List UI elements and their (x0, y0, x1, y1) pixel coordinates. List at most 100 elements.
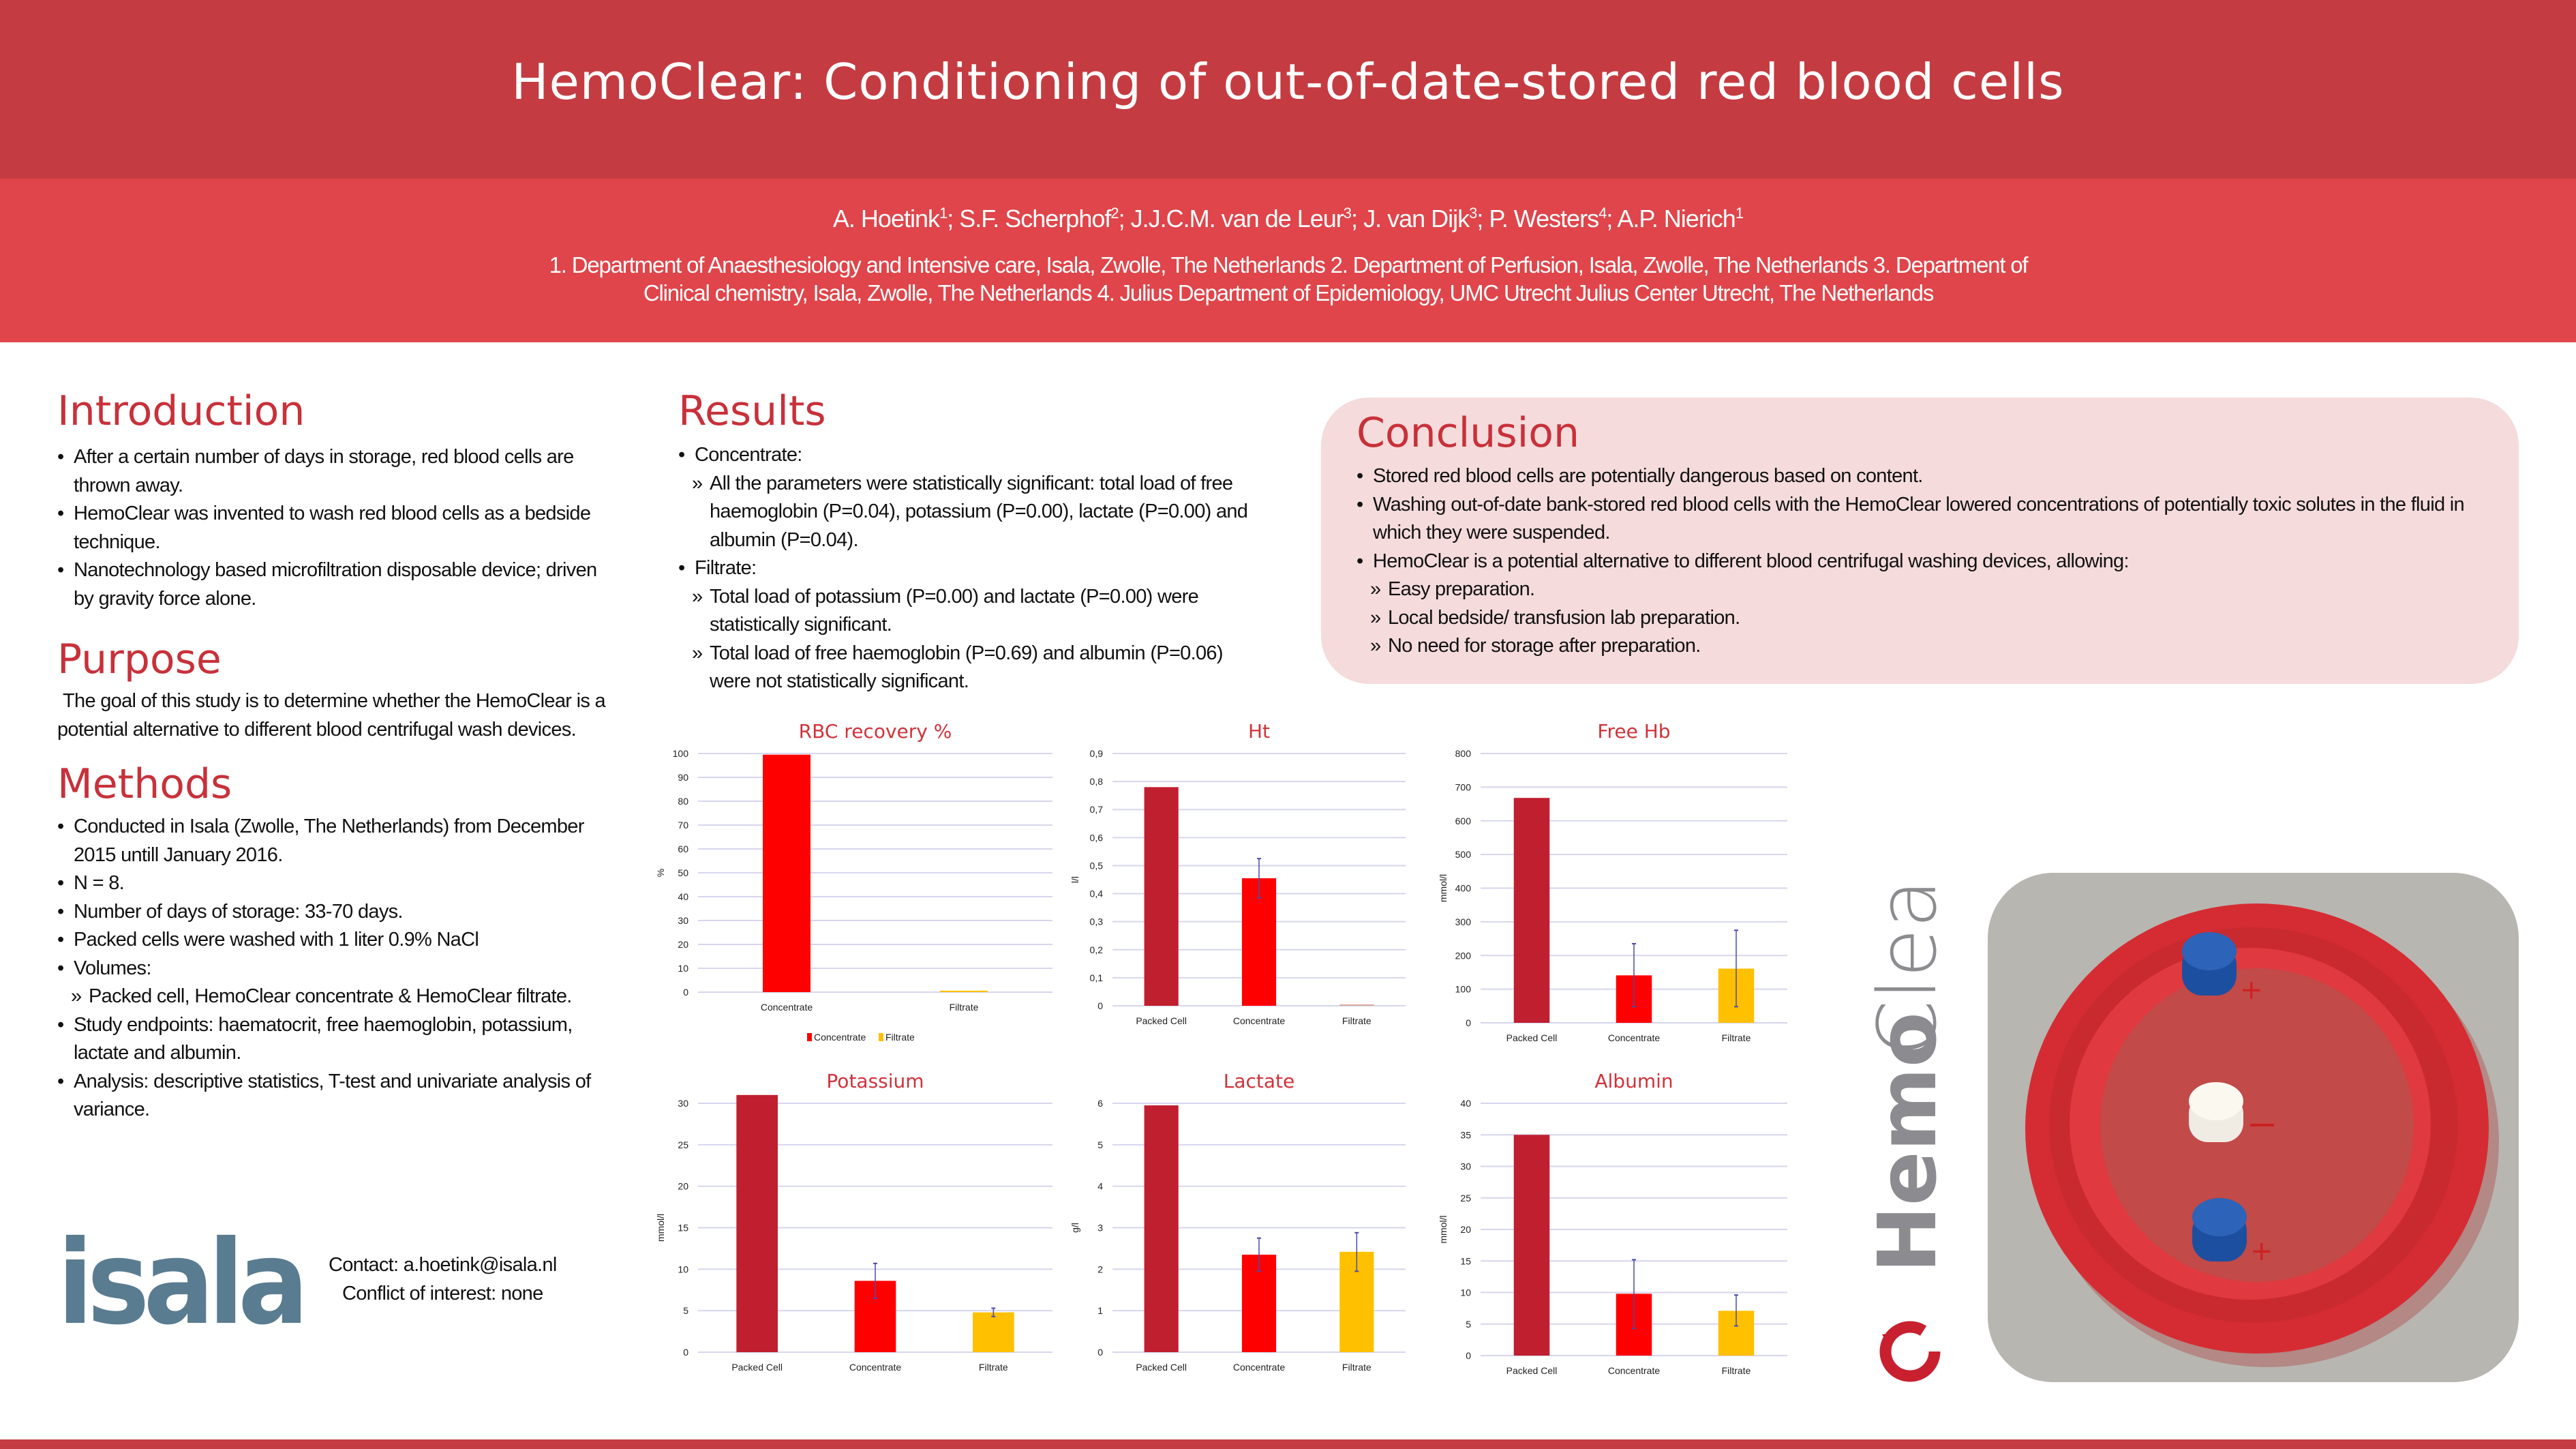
author-band (0, 179, 2576, 342)
bullet-item: Stored red blood cells are potentially d… (1357, 462, 2488, 491)
bar (763, 754, 810, 992)
author: P. Westers (1489, 205, 1599, 233)
svg-text:+: + (2240, 974, 2263, 1006)
affiliations: 1. Department of Anaesthesiology and Int… (549, 252, 2029, 305)
x-tick-label: Filtrate (979, 1362, 1008, 1373)
y-tick-label: 0 (1466, 1350, 1471, 1361)
y-tick-label: 0 (1097, 1347, 1103, 1358)
chart-title: Albumin (1594, 1070, 1673, 1092)
methods-list: Conducted in Isala (Zwolle, The Netherla… (57, 813, 616, 1124)
poster-title: HemoClear: Conditioning of out-of-date-s… (511, 53, 2065, 110)
chart-svg: RBC recovery %% 0 10 20 30 40 50 60 70 80 90 100 Con… (655, 720, 1052, 1043)
y-tick-label: 35 (1460, 1129, 1471, 1140)
y-tick-label: 10 (678, 1264, 688, 1274)
y-tick-label: 0,6 (1090, 832, 1104, 843)
sub-bullet-item: Easy preparation. (1357, 576, 2488, 604)
bar (973, 1312, 1014, 1352)
y-tick-label: 70 (678, 820, 688, 831)
bar (1144, 787, 1179, 1006)
bullet-item: HemoClear is a potential alternative to … (1357, 548, 2488, 576)
y-tick-label: 20 (678, 1181, 688, 1192)
white-cap-center (2189, 1082, 2243, 1142)
y-tick-label: 1 (1097, 1305, 1103, 1316)
contact-info: Contact: a.hoetink@isala.nl Conflict of … (329, 1251, 557, 1308)
author-affiliation-number: 1 (939, 205, 948, 222)
bullet-item: Conducted in Isala (Zwolle, The Netherla… (57, 813, 616, 869)
author: J.J.C.M. van de Leur (1130, 205, 1344, 233)
y-tick-label: 200 (1455, 950, 1472, 961)
contact-email[interactable]: Contact: a.hoetink@isala.nl (329, 1254, 557, 1276)
purpose-heading: Purpose (57, 636, 222, 683)
author: S.F. Scherphof (959, 205, 1111, 233)
bar (1513, 798, 1550, 1023)
svg-text:isala: isala (57, 1221, 303, 1336)
legend-label: Filtrate (885, 1032, 915, 1043)
y-tick-label: 25 (1460, 1193, 1471, 1204)
bullet-item: HemoClear was invented to wash red blood… (57, 500, 616, 556)
y-tick-label: 50 (678, 867, 688, 878)
y-tick-label: 30 (1460, 1161, 1471, 1172)
x-tick-label: Concentrate (1233, 1362, 1285, 1373)
author-affiliation-number: 2 (1110, 205, 1119, 222)
bullet-item: After a certain number of days in storag… (57, 443, 616, 500)
sub-bullet-item: Packed cell, HemoClear concentrate & Hem… (57, 983, 616, 1011)
hemoclear-logo: Hemo Clear (1860, 846, 1954, 1384)
y-tick-label: 6 (1097, 1098, 1103, 1109)
y-tick-label: 80 (678, 796, 688, 807)
y-axis-label: mmol/l (1438, 1215, 1449, 1243)
introduction-heading: Introduction (57, 387, 305, 435)
y-tick-label: 20 (678, 939, 688, 950)
y-tick-label: 700 (1455, 781, 1472, 792)
x-tick-label: Packed Cell (731, 1362, 783, 1373)
author: J. van Dijk (1363, 205, 1470, 233)
chart-rbc-recovery: RBC recovery %% 0 10 20 30 40 50 60 70 80 90 100 Con… (649, 716, 1058, 1057)
y-tick-label: 0,5 (1090, 860, 1104, 871)
bullet-item: Volumes: (57, 955, 616, 983)
chart-svg: Ht l/l 0 0,1 0,2 0,3 0,4 0,5 0,6 0,7 0,8 0,9 Packed … (1070, 720, 1406, 1026)
bullet-item: Study endpoints: haematocrit, free haemo… (57, 1011, 616, 1068)
bullet-item: Concentrate: (678, 441, 1251, 470)
chart-lactate: Lactate g/l 0 1 2 3 4 5 6 Packed Cell Concentrate F… (1063, 1066, 1411, 1390)
title-band (0, 0, 2576, 179)
y-tick-label: 0 (683, 1347, 688, 1358)
hemoclear-circle-arrow-icon (1879, 1321, 1941, 1382)
x-tick-label: Packed Cell (1506, 1365, 1558, 1376)
sub-bullet-item: Total load of potassium (P=0.00) and lac… (678, 583, 1251, 640)
y-tick-label: 30 (678, 915, 688, 926)
conclusion-heading: Conclusion (1357, 409, 1579, 457)
y-tick-label: 100 (1455, 984, 1472, 995)
conflict-of-interest: Conflict of interest: none (342, 1282, 543, 1304)
chart-title: RBC recovery % (799, 720, 952, 743)
y-tick-label: 800 (1455, 748, 1472, 759)
y-tick-label: 400 (1455, 883, 1472, 894)
y-tick-label: 0,2 (1090, 944, 1104, 955)
hemoclear-logo-light: Clear (1873, 871, 1948, 1056)
x-tick-label: Concentrate (1233, 1015, 1285, 1026)
x-tick-label: Packed Cell (1136, 1362, 1187, 1373)
author: A.P. Nierich (1617, 205, 1736, 233)
chart-free-hb: Free Hb mmol/l 0 100 200 300 400 500 600 700 800 Pa… (1431, 716, 1793, 1060)
y-tick-label: 0,4 (1090, 888, 1104, 899)
y-tick-label: 100 (673, 748, 689, 759)
x-tick-label: Filtrate (1722, 1365, 1751, 1376)
x-tick-label: Packed Cell (1136, 1015, 1187, 1026)
y-tick-label: 60 (678, 843, 688, 854)
y-tick-label: 600 (1455, 816, 1472, 826)
y-tick-label: 3 (1097, 1223, 1103, 1234)
chart-svg: Lactate g/l 0 1 2 3 4 5 6 Packed Cell Concentrate F… (1070, 1070, 1406, 1373)
chart-ht: Ht l/l 0 0,1 0,2 0,3 0,4 0,5 0,6 0,7 0,8 0,9 Packed … (1063, 716, 1411, 1043)
y-tick-label: 15 (1460, 1255, 1471, 1266)
y-tick-label: 10 (678, 963, 688, 974)
chart-potassium: Potassium mmol/l 0 5 10 15 20 25 30 Packed Cell Co… (649, 1066, 1058, 1390)
chart-title: Free Hb (1597, 720, 1670, 743)
x-tick-label: Concentrate (849, 1362, 901, 1373)
x-tick-label: Filtrate (1342, 1015, 1372, 1026)
y-tick-label: 25 (678, 1139, 688, 1150)
bullet-item: Analysis: descriptive statistics, T-test… (57, 1068, 616, 1124)
sub-bullet-item: Total load of free haemoglobin (P=0.69) … (678, 640, 1251, 696)
chart-title: Lactate (1224, 1070, 1295, 1092)
y-tick-label: 5 (683, 1305, 688, 1316)
svg-text:+: + (2250, 1236, 2273, 1267)
y-tick-label: 5 (1097, 1139, 1103, 1150)
bar (1144, 1105, 1179, 1352)
